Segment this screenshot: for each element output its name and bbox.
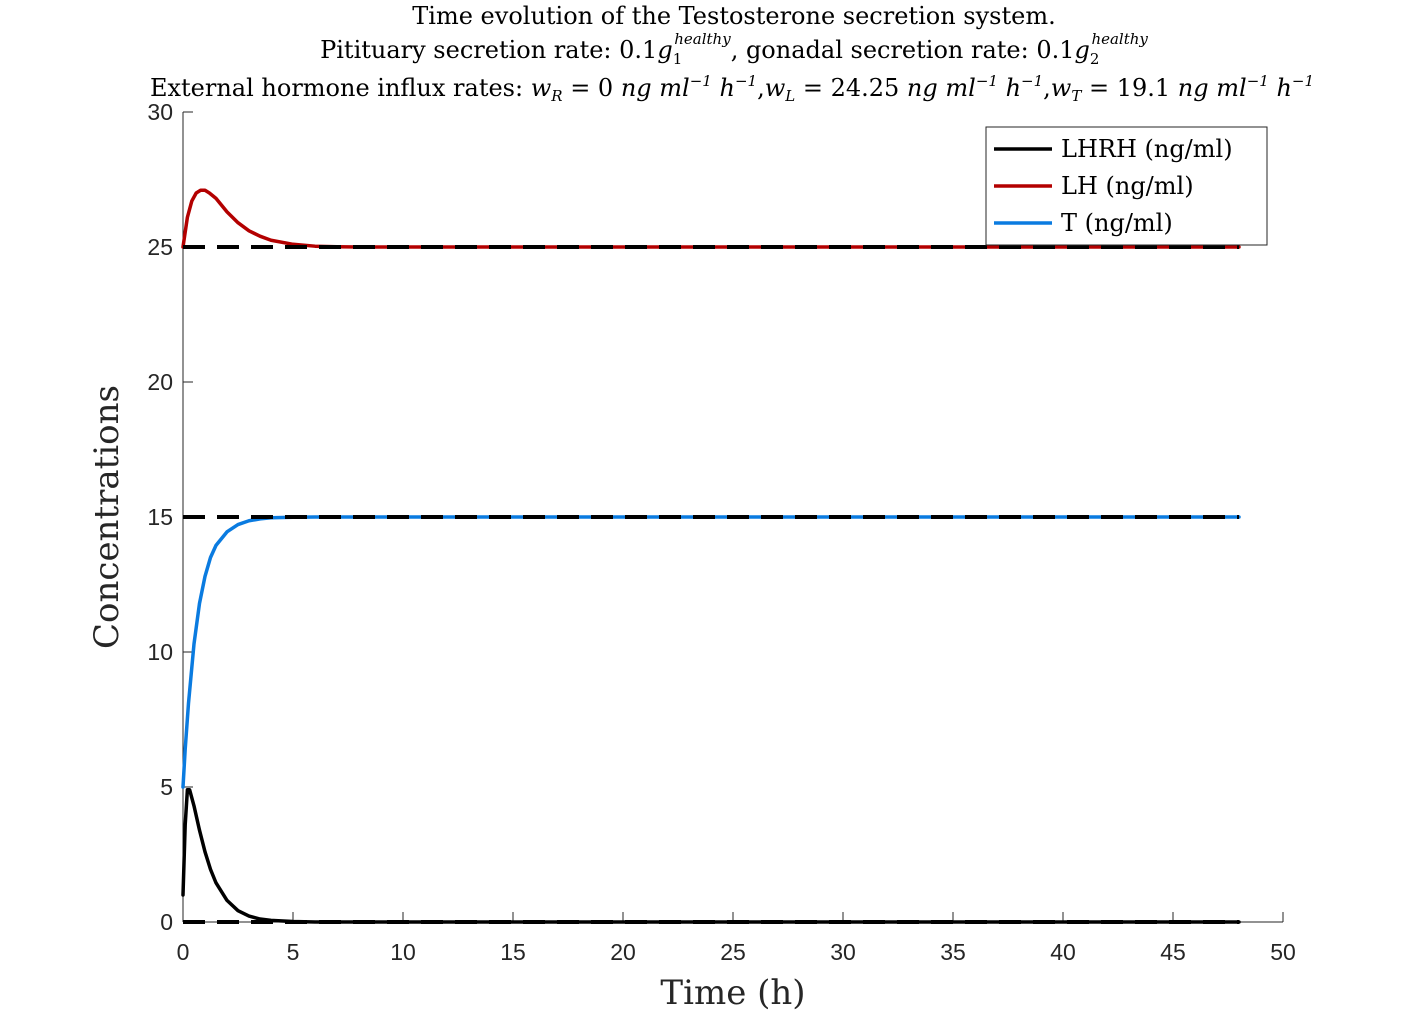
title-unit-ml-sup-3: −1 [1247,72,1269,90]
series-line-1 [181,787,1241,924]
x-tick-label: 40 [1050,939,1076,965]
title-wT-val: = 19.1 [1081,74,1177,102]
title-line-3-prefix: External hormone influx rates: [150,74,531,102]
title-unit-ng-1: ng ml [621,74,690,102]
title-wR: w [531,74,552,102]
title-line-2-part-a: Pitituary secretion rate: 0.1 [320,36,657,64]
title-unit-ng-2: ng ml [907,74,976,102]
title-unit-h-1: h [712,74,735,102]
series-lines [181,188,1241,924]
y-tick-label: 15 [147,504,173,530]
x-tick-label: 35 [940,939,966,965]
title-wT-sub: T [1071,87,1082,105]
y-tick-label: 5 [160,774,173,800]
title-g1: g [657,36,672,64]
x-tick-label: 15 [500,939,526,965]
title-unit-ng-3: ng ml [1178,74,1247,102]
title-line-2-part-b: , gonadal secretion rate: 0.1 [731,36,1075,64]
title-g2: g [1075,36,1090,64]
title-unit-ml-sup-1: −1 [690,72,712,90]
y-tick-label: 30 [147,99,173,125]
x-tick-label: 30 [830,939,856,965]
reference-lines [183,245,1239,924]
title-wT: w [1051,74,1072,102]
title-g2-sup: healthy [1091,30,1148,48]
title-g2-sub: 2 [1090,50,1100,68]
x-tick-label: 10 [390,939,416,965]
y-tick-label: 0 [160,909,173,935]
y-tick-label: 25 [147,234,173,260]
title-comma-1: , [757,74,765,102]
title-line-1: Time evolution of the Testosterone secre… [412,2,1055,30]
legend-label-2: LH (ng/ml) [1061,172,1194,200]
title-unit-h-sup-2: −1 [1021,72,1043,90]
x-tick-label: 5 [287,939,300,965]
x-ticks: 0 5 10 15 20 25 30 35 40 45 50 [177,912,1296,965]
title-g1-sub: 1 [673,50,683,68]
title-line-3: External hormone influx rates: wR = 0 ng… [150,72,1314,105]
x-tick-label: 45 [1160,939,1186,965]
y-tick-label: 10 [147,639,173,665]
series-line-2 [181,188,1241,249]
title-unit-h-sup-1: −1 [735,72,757,90]
title-unit-h-sup-3: −1 [1292,72,1314,90]
title-g1-sup: healthy [674,30,731,48]
x-tick-label: 25 [720,939,746,965]
title-unit-ml-sup-2: −1 [976,72,998,90]
y-axis-label: Concentrations [87,385,127,649]
y-tick-label: 20 [147,369,173,395]
x-tick-label: 20 [610,939,636,965]
title-wL-val: = 24.25 [795,74,907,102]
title-line-2: Pitituary secretion rate: 0.1g1healthy, … [320,30,1148,68]
title-wR-sub: R [550,87,562,105]
x-axis-label: Time (h) [660,973,805,1013]
x-tick-label: 0 [177,939,190,965]
title-comma-2: , [1043,74,1051,102]
title-wL: w [765,74,786,102]
legend-label-1: LHRH (ng/ml) [1061,135,1233,163]
chart-title: Time evolution of the Testosterone secre… [150,2,1314,105]
title-wR-val: = 0 [563,74,621,102]
title-unit-h-3: h [1269,74,1292,102]
legend: LHRH (ng/ml) LH (ng/ml) T (ng/ml) [985,126,1268,246]
title-wL-sub: L [784,87,795,105]
legend-items: LHRH (ng/ml) LH (ng/ml) T (ng/ml) [994,135,1233,237]
x-tick-label: 50 [1270,939,1296,965]
legend-label-3: T (ng/ml) [1061,209,1173,237]
series-line-3 [181,515,1241,789]
title-unit-h-2: h [998,74,1021,102]
